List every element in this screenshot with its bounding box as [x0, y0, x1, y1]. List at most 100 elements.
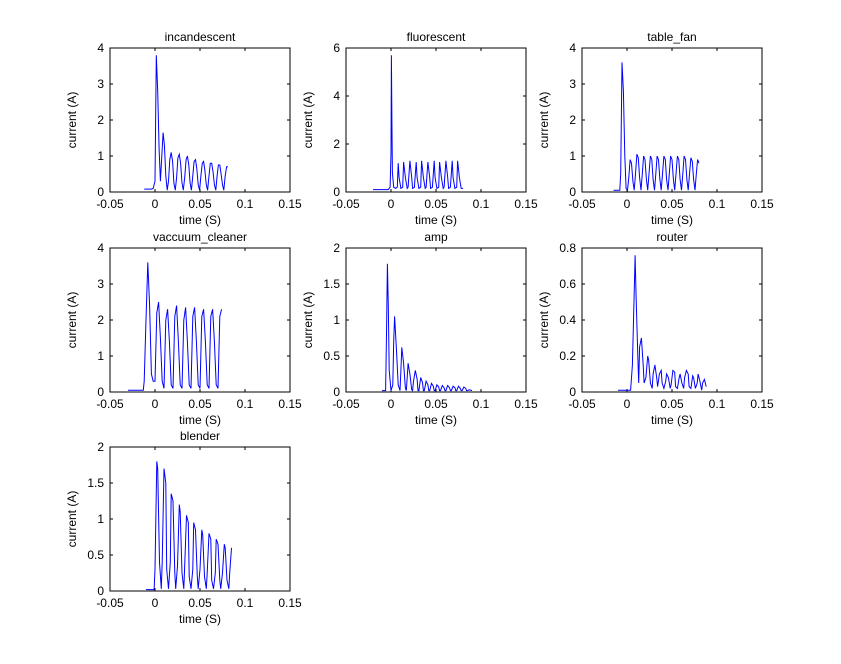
y-axis-label: current (A)	[301, 292, 315, 349]
x-tick-label: -0.05	[568, 197, 596, 211]
x-tick-label: 0.05	[188, 197, 212, 211]
x-tick-label: 0.15	[278, 197, 302, 211]
axes-box	[109, 47, 291, 193]
axes-box	[109, 247, 291, 393]
y-axis-label: current (A)	[65, 292, 79, 349]
y-tick-label: 2	[97, 113, 104, 127]
x-tick-label: 0.15	[750, 197, 774, 211]
current-series-line	[128, 262, 223, 391]
x-tick-label: 0.1	[709, 197, 726, 211]
x-tick-label: 0.1	[237, 397, 254, 411]
x-tick-label: -0.05	[96, 397, 124, 411]
y-tick-label: 6	[333, 41, 340, 55]
x-axis-label: time (S)	[179, 213, 221, 227]
x-tick-label: 0.15	[514, 397, 538, 411]
subplot-title: fluorescent	[407, 30, 466, 44]
y-tick-label: 1	[97, 512, 104, 526]
x-tick-label: -0.05	[96, 197, 124, 211]
x-tick-label: 0	[152, 397, 159, 411]
x-tick-label: 0.1	[709, 397, 726, 411]
y-tick-label: 3	[97, 77, 104, 91]
y-tick-label: 1.5	[87, 476, 104, 490]
y-tick-label: 1	[97, 149, 104, 163]
y-tick-label: 0	[97, 584, 104, 598]
y-tick-label: 1	[97, 349, 104, 363]
x-tick-label: 0.05	[660, 397, 684, 411]
x-tick-label: 0.15	[278, 596, 302, 610]
y-tick-label: 0	[97, 185, 104, 199]
y-tick-label: 1	[569, 149, 576, 163]
x-tick-label: 0.05	[660, 197, 684, 211]
x-axis-label: time (S)	[179, 413, 221, 427]
y-tick-label: 4	[97, 41, 104, 55]
x-axis-label: time (S)	[179, 612, 221, 626]
x-tick-label: 0.1	[473, 197, 490, 211]
x-tick-label: 0.1	[237, 596, 254, 610]
subplot-vaccuum_cleaner: -0.05 0 0.05 0.1 0.1501234vaccuum_cleanertim…	[65, 230, 302, 427]
subplot-title: router	[656, 230, 687, 244]
y-tick-label: 2	[333, 241, 340, 255]
x-tick-label: 0.15	[750, 397, 774, 411]
x-tick-label: -0.05	[96, 596, 124, 610]
x-axis-label: time (S)	[651, 413, 693, 427]
x-tick-label: 0.15	[278, 397, 302, 411]
x-axis-label: time (S)	[651, 213, 693, 227]
y-tick-label: 0.6	[559, 277, 576, 291]
x-tick-label: 0.15	[514, 197, 538, 211]
x-tick-label: 0.05	[424, 197, 448, 211]
y-tick-label: 3	[97, 277, 104, 291]
x-tick-label: -0.05	[332, 197, 360, 211]
x-axis-label: time (S)	[415, 413, 457, 427]
current-series-line	[613, 62, 700, 192]
y-tick-label: 2	[97, 313, 104, 327]
x-tick-label: -0.05	[568, 397, 596, 411]
subplot-title: amp	[424, 230, 448, 244]
y-tick-label: 2	[333, 137, 340, 151]
y-tick-label: 2	[569, 113, 576, 127]
y-tick-label: 0.2	[559, 349, 576, 363]
x-tick-label: 0	[152, 197, 159, 211]
y-axis-label: current (A)	[537, 92, 551, 149]
subplot-title: table_fan	[647, 30, 696, 44]
subplot-title: vaccuum_cleaner	[153, 230, 247, 244]
x-tick-label: 0	[624, 197, 631, 211]
x-tick-label: 0	[388, 397, 395, 411]
subplot-router: -0.05 0 0.05 0.1 0.1500.20.40.60.8routertime…	[537, 230, 774, 427]
x-tick-label: 0	[152, 596, 159, 610]
y-tick-label: 4	[333, 89, 340, 103]
y-tick-label: 0	[569, 385, 576, 399]
y-tick-label: 1.5	[323, 277, 340, 291]
y-tick-label: 0	[333, 385, 340, 399]
y-tick-label: 1	[333, 313, 340, 327]
x-tick-label: -0.05	[332, 397, 360, 411]
x-tick-label: 0	[624, 397, 631, 411]
y-axis-label: current (A)	[301, 92, 315, 149]
current-series-line	[144, 55, 228, 191]
y-tick-label: 3	[569, 77, 576, 91]
y-tick-label: 0.5	[87, 548, 104, 562]
y-tick-label: 0.8	[559, 241, 576, 255]
x-tick-label: 0.1	[237, 197, 254, 211]
y-tick-label: 2	[97, 440, 104, 454]
x-tick-label: 0	[388, 197, 395, 211]
y-tick-label: 0	[97, 385, 104, 399]
axes-box	[581, 247, 763, 393]
current-series-line	[146, 461, 232, 591]
x-tick-label: 0.05	[424, 397, 448, 411]
axes-box	[581, 47, 763, 193]
y-axis-label: current (A)	[65, 92, 79, 149]
current-series-line	[618, 255, 707, 391]
y-tick-label: 0	[333, 185, 340, 199]
x-tick-label: 0.05	[188, 596, 212, 610]
current-series-line	[373, 55, 463, 191]
y-tick-label: 0	[569, 185, 576, 199]
subplot-title: blender	[180, 429, 220, 443]
axes-box	[345, 247, 527, 393]
y-axis-label: current (A)	[537, 292, 551, 349]
